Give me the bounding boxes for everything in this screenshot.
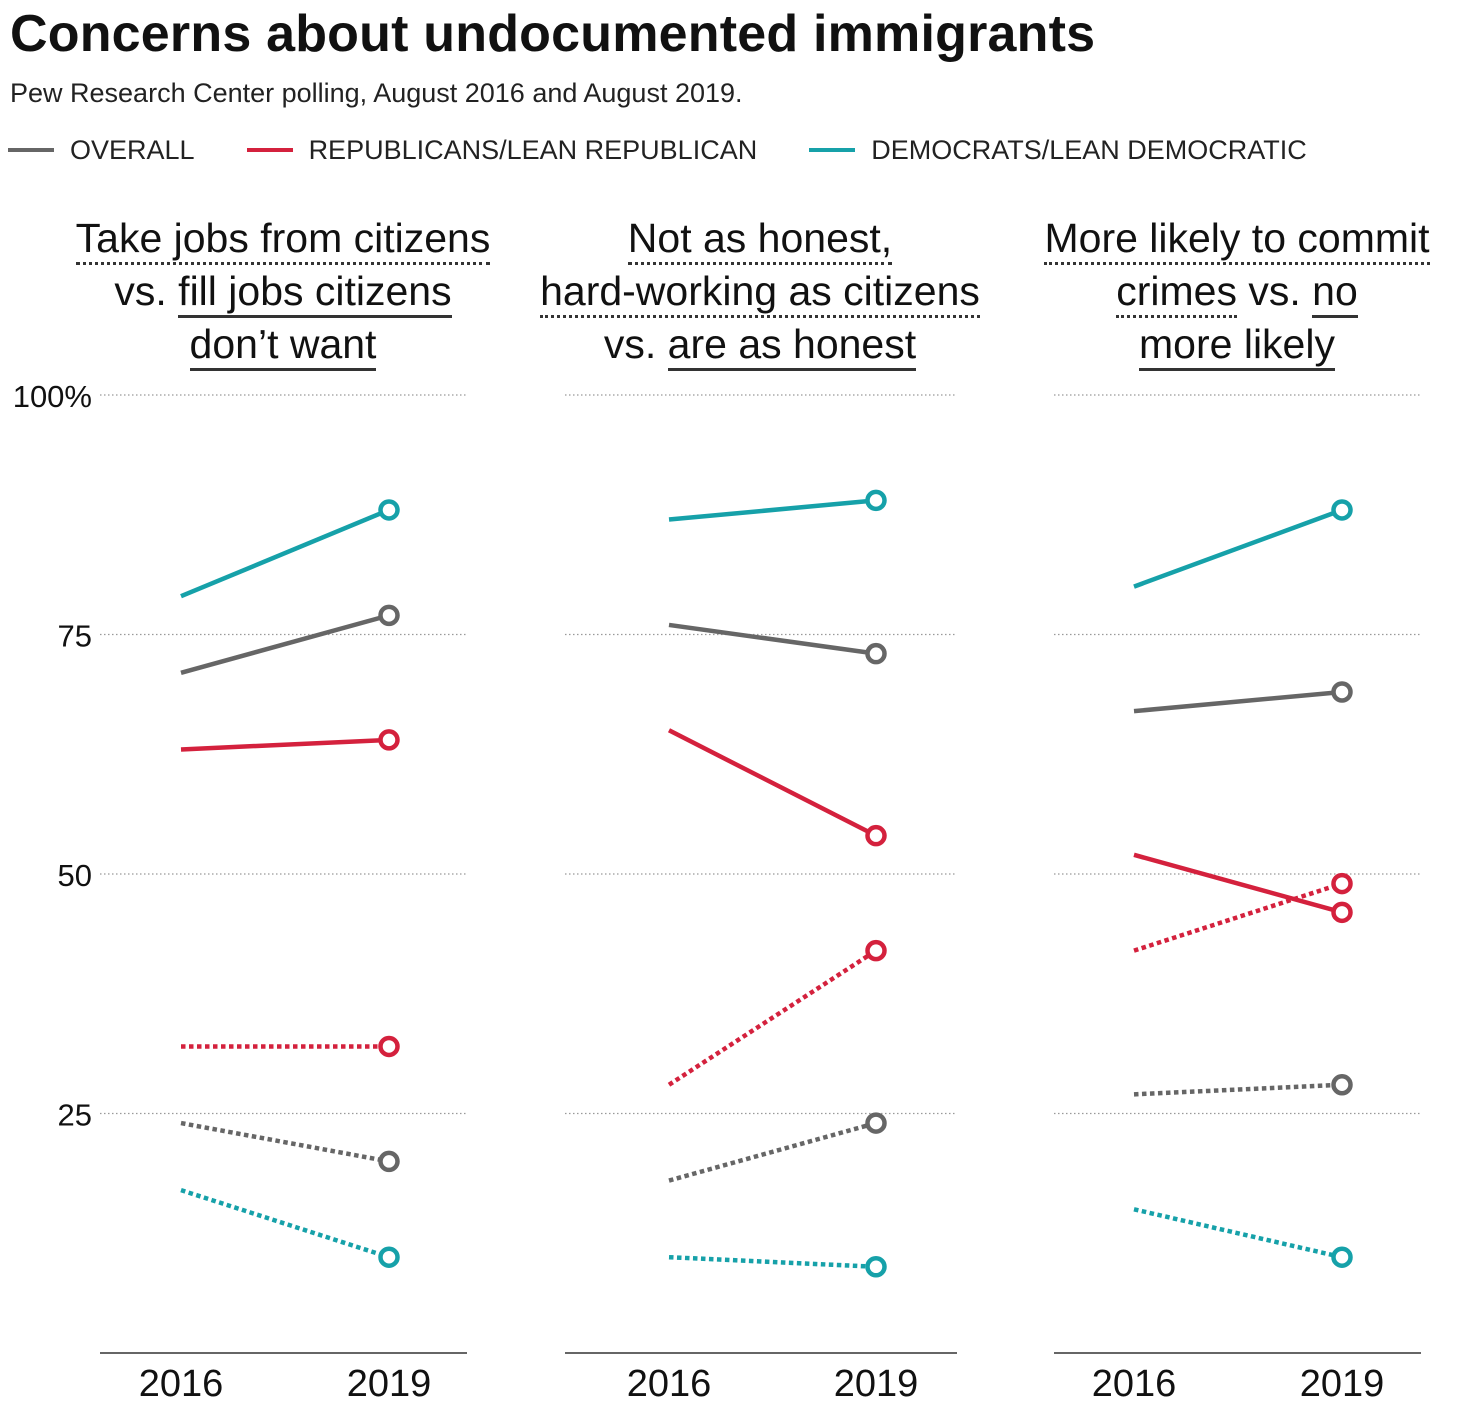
series-marker-republican-solid: [865, 824, 887, 847]
legend-label-overall: OVERALL: [70, 134, 195, 165]
panel-title-segment: more likely: [1139, 321, 1335, 371]
series-line-democrat-dotted: [1133, 1207, 1343, 1260]
series-marker-overall-solid: [378, 604, 400, 627]
series-marker-overall-dotted: [1331, 1074, 1353, 1096]
series-line-overall-solid: [668, 622, 877, 656]
series-marker-democrat-dotted: [378, 1246, 400, 1268]
series-line-overall-dotted: [180, 1120, 390, 1164]
panel-title-segment: vs.: [1236, 268, 1313, 314]
chart-subtitle: Pew Research Center polling, August 2016…: [10, 78, 743, 108]
panel-title-line: vs. are as honest: [525, 318, 995, 371]
series-marker-democrat-dotted: [1331, 1246, 1353, 1268]
legend-label-republican: REPUBLICANS/LEAN REPUBLICAN: [308, 134, 758, 165]
series-line-democrat-solid: [668, 498, 877, 522]
series-marker-republican-dotted: [1331, 872, 1353, 895]
series-line-overall-solid: [180, 613, 390, 675]
x-tick-label: 2019: [834, 1363, 919, 1405]
panel-title-segment: vs.: [603, 321, 668, 367]
panel-title-segment: hard-working as citizens: [540, 268, 980, 318]
x-tick-label: 2019: [1300, 1363, 1385, 1405]
legend-item-republican: REPUBLICANS/LEAN REPUBLICAN: [246, 134, 758, 166]
series-line-democrat-dotted: [180, 1187, 390, 1260]
panel-title-jobs: Take jobs from citizens vs. fill jobs cit…: [48, 212, 518, 371]
panel-title-honest: Not as honest, hard-working as citizens vs…: [525, 212, 995, 371]
panel-title-line: More likely to commit: [1002, 212, 1472, 265]
x-tick-label: 2016: [627, 1363, 712, 1405]
panel-title-line: vs. fill jobs citizens: [48, 265, 518, 318]
series-line-republican-solid: [1133, 852, 1343, 915]
panel-title-segment: vs.: [114, 268, 179, 314]
panel-title-line: crimes vs. no: [1002, 265, 1472, 318]
x-tick-label: 2019: [347, 1363, 432, 1405]
panel-title-segment: More likely to commit: [1044, 215, 1430, 265]
panel-title-segment: fill jobs citizens: [178, 268, 452, 318]
y-tick-label: 25: [58, 1098, 92, 1133]
panel-title-line: Take jobs from citizens: [48, 212, 518, 265]
legend-item-overall: OVERALL: [8, 135, 195, 166]
series-marker-republican-solid: [378, 729, 400, 751]
panel-title-crimes: More likely to commit crimes vs. no more l…: [1002, 212, 1472, 371]
series-line-republican-solid: [667, 728, 878, 838]
panel-title-line: don’t want: [48, 318, 518, 371]
series-marker-overall-solid: [865, 642, 887, 665]
series-line-republican-solid: [180, 737, 390, 752]
panel-title-line: Not as honest,: [525, 212, 995, 265]
y-tick-label: 50: [58, 858, 92, 893]
panel-title-segment: don’t want: [189, 321, 377, 371]
legend-swatch-overall: [8, 148, 54, 152]
series-marker-democrat-solid: [865, 489, 887, 512]
series-marker-overall-dotted: [865, 1112, 887, 1134]
series-line-democrat-solid: [180, 507, 390, 599]
series-line-overall-solid: [1133, 689, 1343, 714]
legend-item-democrat: DEMOCRATS/LEAN DEMOCRATIC: [809, 135, 1307, 166]
y-tick-label: 100%: [13, 379, 92, 414]
legend: OVERALL REPUBLICANS/LEAN REPUBLICAN DEMO…: [8, 132, 1359, 168]
series-line-republican-dotted: [667, 948, 878, 1087]
y-tick-label: 75: [58, 619, 92, 654]
series-marker-democrat-solid: [1331, 499, 1353, 521]
panel-title-line: more likely: [1002, 318, 1472, 371]
series-marker-republican-dotted: [378, 1035, 400, 1058]
x-tick-label: 2016: [1092, 1363, 1177, 1405]
legend-swatch-democrat: [809, 148, 856, 152]
panel-title-segment: no: [1312, 268, 1358, 318]
panel-title-line: hard-working as citizens: [525, 265, 995, 318]
panel-title-segment: are as honest: [667, 321, 917, 371]
series-marker-republican-dotted: [865, 939, 887, 962]
series-line-republican-dotted: [1133, 881, 1343, 953]
panel-title-segment: Take jobs from citizens: [75, 215, 491, 265]
legend-swatch-republican: [246, 148, 293, 152]
series-line-democrat-dotted: [668, 1254, 877, 1270]
panel-title-segment: Not as honest,: [627, 215, 893, 265]
series-marker-overall-dotted: [378, 1150, 400, 1173]
series-marker-democrat-dotted: [865, 1256, 887, 1278]
series-line-overall-dotted: [1133, 1082, 1343, 1097]
x-tick-label: 2016: [139, 1363, 224, 1405]
panel-title-segment: crimes: [1116, 268, 1237, 318]
chart-title: Concerns about undocumented immigrants: [10, 5, 1096, 63]
series-marker-republican-solid: [1331, 901, 1353, 924]
series-line-democrat-solid: [1133, 507, 1343, 589]
series-marker-overall-solid: [1331, 681, 1353, 703]
series-line-overall-dotted: [668, 1120, 877, 1183]
series-marker-democrat-solid: [378, 499, 400, 521]
legend-label-democrat: DEMOCRATS/LEAN DEMOCRATIC: [871, 134, 1307, 165]
